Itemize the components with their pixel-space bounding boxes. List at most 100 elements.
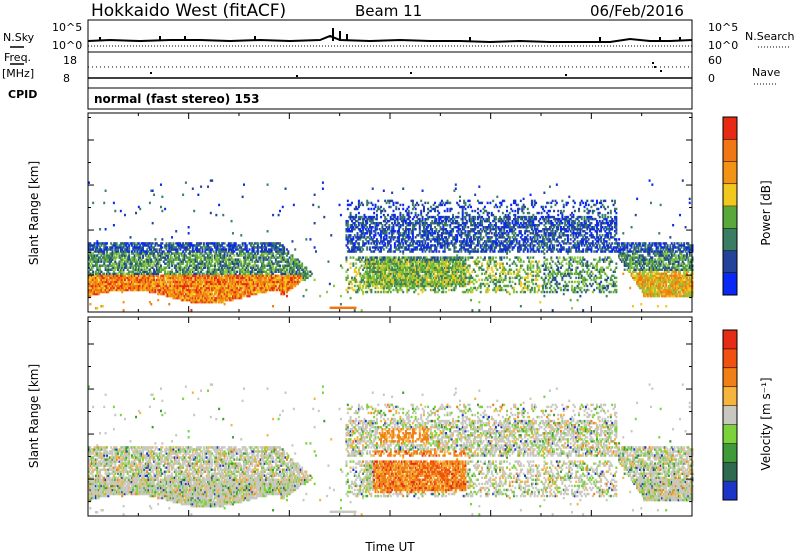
power-cell xyxy=(165,266,168,269)
power-cell xyxy=(141,276,144,280)
power-cell xyxy=(94,276,97,280)
power-cell xyxy=(157,298,160,302)
power-cell xyxy=(166,280,169,284)
power-cell xyxy=(92,278,95,282)
power-cell xyxy=(169,242,172,245)
power-cell xyxy=(117,278,120,282)
power-cell xyxy=(136,288,139,292)
power-cell xyxy=(176,266,179,269)
power-cell xyxy=(114,260,117,263)
power-cell xyxy=(90,262,93,265)
power-cell xyxy=(164,272,167,276)
power-cell xyxy=(112,280,115,284)
power-cell xyxy=(166,260,169,263)
power-cell xyxy=(179,242,182,245)
power-cell xyxy=(121,260,124,263)
power-cell xyxy=(183,286,186,290)
power-cell xyxy=(158,292,161,296)
power-cell xyxy=(130,244,133,247)
power-cell xyxy=(126,282,129,286)
power-cell xyxy=(176,244,179,247)
power-cell xyxy=(172,286,175,290)
power-cell xyxy=(182,278,185,282)
power-cell xyxy=(159,264,162,267)
power-cell xyxy=(129,282,132,286)
power-cell xyxy=(118,284,121,288)
power-cell xyxy=(159,246,162,249)
power-cell xyxy=(103,254,106,257)
power-cell xyxy=(176,262,179,265)
power-cell xyxy=(144,262,147,265)
power-cell xyxy=(172,258,175,261)
freq-dots xyxy=(150,62,662,77)
power-cell xyxy=(158,278,161,282)
power-cell xyxy=(103,242,106,245)
power-cell xyxy=(175,242,178,245)
power-cell xyxy=(103,262,106,265)
power-cell xyxy=(121,282,124,286)
power-cell xyxy=(135,280,138,284)
power-cell xyxy=(147,242,150,245)
power-cell xyxy=(171,252,174,255)
power-cell xyxy=(122,288,125,292)
power-cell xyxy=(137,264,140,267)
power-cell xyxy=(175,250,178,253)
power-cell xyxy=(187,266,190,269)
power-cell xyxy=(128,274,131,278)
power-cell xyxy=(190,309,193,312)
power-cell xyxy=(105,278,108,282)
power-cell xyxy=(386,213,389,217)
power-cell xyxy=(173,258,176,261)
power-cell xyxy=(111,286,114,290)
power-cell xyxy=(184,294,187,298)
power-cell xyxy=(402,203,405,207)
power-cell xyxy=(144,280,147,284)
power-cell xyxy=(125,288,128,292)
power-cell xyxy=(140,262,143,265)
power-cell xyxy=(171,288,174,292)
power-cell xyxy=(166,258,169,261)
power-cell xyxy=(93,288,96,292)
power-cell xyxy=(114,246,117,249)
power-cell xyxy=(155,264,158,267)
power-cell xyxy=(122,272,125,276)
power-cell xyxy=(143,252,146,255)
power-cell xyxy=(93,264,96,267)
power-cell xyxy=(111,252,114,255)
power-cell xyxy=(93,244,96,247)
power-cell xyxy=(107,248,110,251)
power-cell xyxy=(155,266,158,269)
power-cell xyxy=(200,242,203,245)
power-cell xyxy=(117,280,120,284)
noise-tick-right-high: 10^5 xyxy=(708,21,738,34)
power-cell xyxy=(317,205,320,209)
power-cell xyxy=(180,274,183,278)
power-cell xyxy=(117,276,120,280)
power-cell xyxy=(384,242,387,245)
power-cell xyxy=(139,280,142,284)
power-cell xyxy=(381,223,384,227)
power-cell xyxy=(141,274,144,278)
power-cell xyxy=(399,250,402,253)
power-cell xyxy=(175,284,178,288)
power-cell xyxy=(126,276,129,280)
power-cell xyxy=(93,286,96,290)
power-cell xyxy=(117,266,120,269)
power-cell xyxy=(183,268,186,271)
power-cell xyxy=(144,270,147,274)
power-cell xyxy=(133,246,136,249)
power-cell xyxy=(154,242,157,245)
power-cell xyxy=(172,244,175,247)
power-cell xyxy=(101,276,104,280)
power-cell xyxy=(184,296,187,300)
power-cell xyxy=(338,203,341,207)
power-cell xyxy=(346,199,349,203)
power-cell xyxy=(96,284,99,288)
power-cell xyxy=(136,244,139,247)
power-cell xyxy=(150,252,153,255)
power-cell xyxy=(132,272,135,276)
power-cell xyxy=(153,288,156,292)
power-cell xyxy=(179,282,182,286)
power-cell xyxy=(159,276,162,280)
power-cell xyxy=(421,189,424,192)
